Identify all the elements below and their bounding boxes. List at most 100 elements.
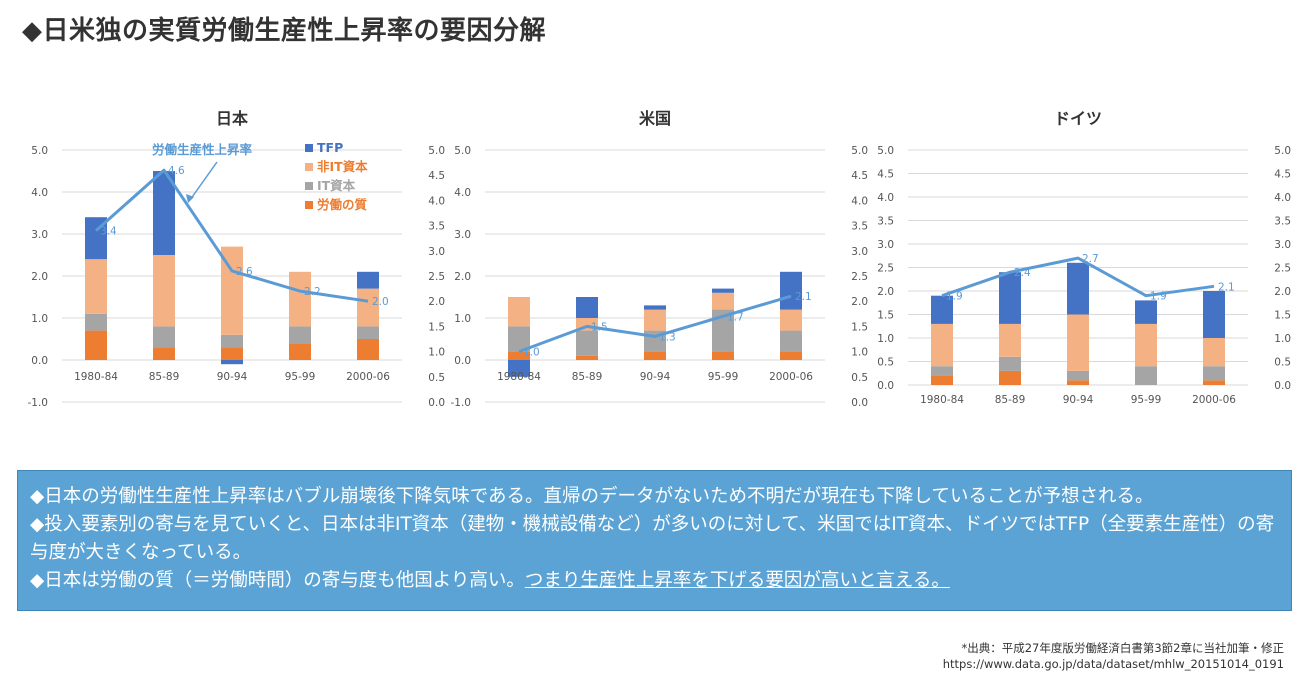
x-tick: 95-99 <box>285 371 316 383</box>
y-tick-right: 1.5 <box>428 321 445 333</box>
line-data-label: 1.7 <box>727 311 744 323</box>
y-tick-left: 0.0 <box>877 380 894 392</box>
bar-segment <box>85 313 107 331</box>
y-tick-right: 2.5 <box>428 271 445 283</box>
bar-segment <box>644 305 666 310</box>
y-tick-left: 4.0 <box>454 187 471 199</box>
legend-label: 非IT資本 <box>317 159 368 174</box>
callout-line-2: ◆投入要素別の寄与を見ていくと、日本は非IT資本（建物・機械設備など）が多いのに… <box>30 514 1275 563</box>
y-tick-right: 4.0 <box>428 195 445 207</box>
y-tick-left: 5.0 <box>454 145 471 157</box>
source-url[interactable]: https://www.data.go.jp/data/dataset/mhlw… <box>942 657 1284 671</box>
bar-segment <box>508 360 530 377</box>
bar-segment <box>289 271 311 327</box>
line-data-label: 4.6 <box>168 165 185 177</box>
y-tick-left: 5.0 <box>31 145 48 157</box>
bar-segment <box>712 292 734 310</box>
y-tick-left: 1.0 <box>454 313 471 325</box>
legend-label: TFP <box>317 140 343 155</box>
y-tick-left: 2.5 <box>877 263 894 275</box>
chart-svg: ドイツ 5.0 4.5 4.0 3.5 3.0 2.5 2.0 1.5 1.0 0.5 0.0 5.0 4… <box>877 109 1291 406</box>
bar-segment <box>1135 323 1157 367</box>
line-callout-arrowhead <box>186 194 194 203</box>
bar-segment <box>508 297 530 327</box>
y-tick-left: 4.0 <box>31 187 48 199</box>
bar-segment <box>1067 380 1089 385</box>
y-tick-right: 0.5 <box>428 372 445 384</box>
x-tick: 85-89 <box>995 394 1026 406</box>
bar-segment <box>931 295 953 324</box>
bar-segment <box>357 339 379 360</box>
bar-segment <box>357 271 379 289</box>
callout-line-1: ◆日本の労働性生産性上昇率はバブル崩壊後下降気味である。直帰のデータがないため不… <box>30 486 1154 507</box>
line-data-label: 1.0 <box>523 347 540 359</box>
y-tick-right: 2.0 <box>428 296 445 308</box>
y-tick-right: 1.5 <box>851 321 868 333</box>
chart-usa: 米国 5.0 4.0 3.0 2.0 1.0 0.0 -1.0 5.0 4.5 4.0 3.5 3.0 2… <box>445 100 869 420</box>
y-tick-right: 2.5 <box>1274 263 1291 275</box>
chart-svg: 米国 5.0 4.0 3.0 2.0 1.0 0.0 -1.0 5.0 4.5 4.0 3.5 3.0 2… <box>451 109 869 409</box>
y-tick-left: 1.5 <box>877 310 894 322</box>
bar-segment <box>999 356 1021 371</box>
y-tick-right: 1.0 <box>1274 333 1291 345</box>
line-data-label: 2.4 <box>1014 267 1031 279</box>
bar-segment <box>508 351 530 360</box>
y-tick-right: 5.0 <box>1274 145 1291 157</box>
bar-segment <box>931 375 953 385</box>
y-tick-right: 5.0 <box>851 145 868 157</box>
x-tick: 2000-06 <box>346 371 390 383</box>
bar-segment <box>357 326 379 339</box>
bar-segment <box>780 351 802 360</box>
line-series <box>95 168 369 303</box>
callout-line-3-underlined: つまり生産性上昇率を下げる要因が高いと言える。 <box>524 570 950 591</box>
y-tick-right: 1.0 <box>851 347 868 359</box>
y-tick-right: 2.5 <box>851 271 868 283</box>
y-tick-right: 0.5 <box>1274 357 1291 369</box>
bar-segment <box>780 330 802 352</box>
bar-segment <box>712 351 734 360</box>
bar-segment <box>289 343 311 360</box>
y-tick-right: 3.5 <box>851 221 868 233</box>
bar-segment <box>221 360 243 365</box>
legend-label: IT資本 <box>317 178 356 193</box>
y-tick-left: 1.0 <box>31 313 48 325</box>
x-tick: 90-94 <box>1063 394 1094 406</box>
bar-segment <box>1203 366 1225 381</box>
y-tick-left: 0.5 <box>877 357 894 369</box>
y-tick-left: -1.0 <box>451 397 472 409</box>
line-data-label: 3.4 <box>100 226 117 238</box>
y-tick-right: 0.0 <box>851 397 868 409</box>
chart-japan: 日本 5.0 4.0 3.0 2.0 1.0 0.0 -1.0 5.0 4.5 4.0 3.5 3.0 2… <box>22 100 446 420</box>
y-tick-right: 1.5 <box>1274 310 1291 322</box>
bar-segment <box>999 323 1021 357</box>
y-tick-left: -1.0 <box>28 397 49 409</box>
line-data-label: 1.5 <box>591 321 608 333</box>
y-tick-right: 1.0 <box>428 347 445 359</box>
y-tick-left: 4.5 <box>877 169 894 181</box>
callout-line-3: ◆日本は労働の質（＝労働時間）の寄与度も他国より高い。つまり生産性上昇率を下げる… <box>30 567 1277 595</box>
x-tick: 90-94 <box>217 371 248 383</box>
legend-label: 労働の質 <box>317 197 368 212</box>
x-tick: 90-94 <box>640 371 671 383</box>
bar-segment <box>85 330 107 360</box>
bar-segment <box>644 309 666 331</box>
chart-title: 米国 <box>639 109 671 128</box>
y-tick-left: 4.0 <box>877 192 894 204</box>
y-tick-right: 2.0 <box>1274 286 1291 298</box>
bar-segment <box>221 334 243 348</box>
x-tick: 1980-84 <box>497 371 541 383</box>
line-series <box>941 256 1215 298</box>
bar-segment <box>576 355 598 360</box>
bar-segment <box>1135 366 1157 385</box>
bar-segment <box>153 347 175 360</box>
x-tick: 85-89 <box>572 371 603 383</box>
legend-swatch <box>305 201 313 209</box>
line-data-label: 1.9 <box>1150 291 1167 303</box>
y-tick-left: 0.0 <box>454 355 471 367</box>
summary-callout: ◆日本の労働性生産性上昇率はバブル崩壊後下降気味である。直帰のデータがないため不… <box>17 470 1292 611</box>
bar-segment <box>644 351 666 360</box>
y-tick-right: 0.0 <box>428 397 445 409</box>
bar-segment <box>85 259 107 314</box>
y-tick-right: 4.5 <box>1274 169 1291 181</box>
bar-segment <box>153 171 175 255</box>
